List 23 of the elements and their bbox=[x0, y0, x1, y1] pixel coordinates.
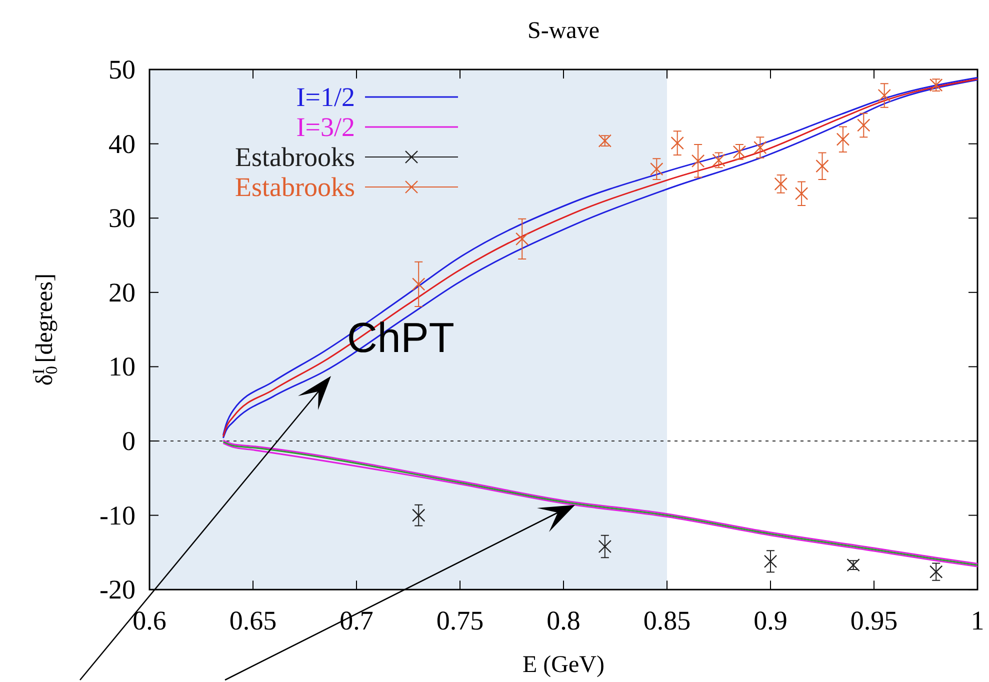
x-tick-label: 0.85 bbox=[643, 606, 691, 636]
x-tick-label: 0.95 bbox=[850, 606, 898, 636]
chart-title: S-wave bbox=[528, 18, 600, 44]
x-axis-title: E (GeV) bbox=[522, 652, 604, 678]
x-tick-label: 0.8 bbox=[546, 606, 580, 636]
x-tick-label: 1 bbox=[970, 606, 984, 636]
legend-label: I=3/2 bbox=[296, 112, 355, 142]
y-tick-label: 40 bbox=[108, 128, 136, 159]
x-tick-label: 0.9 bbox=[754, 606, 788, 636]
x-tick-label: 0.75 bbox=[436, 606, 484, 636]
y-tick-label: 20 bbox=[108, 277, 136, 308]
x-tick-label: 0.7 bbox=[340, 606, 374, 636]
legend-label: Estabrooks bbox=[235, 172, 355, 202]
y-tick-label: 0 bbox=[122, 426, 136, 456]
legend-label: I=1/2 bbox=[296, 82, 355, 112]
y-tick-label: -10 bbox=[100, 500, 136, 530]
y-tick-label: 10 bbox=[108, 352, 136, 382]
x-tick-label: 0.6 bbox=[132, 606, 166, 636]
y-tick-label: 30 bbox=[108, 203, 136, 234]
y-tick-label: 50 bbox=[108, 54, 136, 84]
x-tick-label: 0.65 bbox=[229, 606, 277, 636]
y-tick-label: -20 bbox=[100, 574, 136, 605]
legend-label: Estabrooks bbox=[235, 142, 355, 172]
